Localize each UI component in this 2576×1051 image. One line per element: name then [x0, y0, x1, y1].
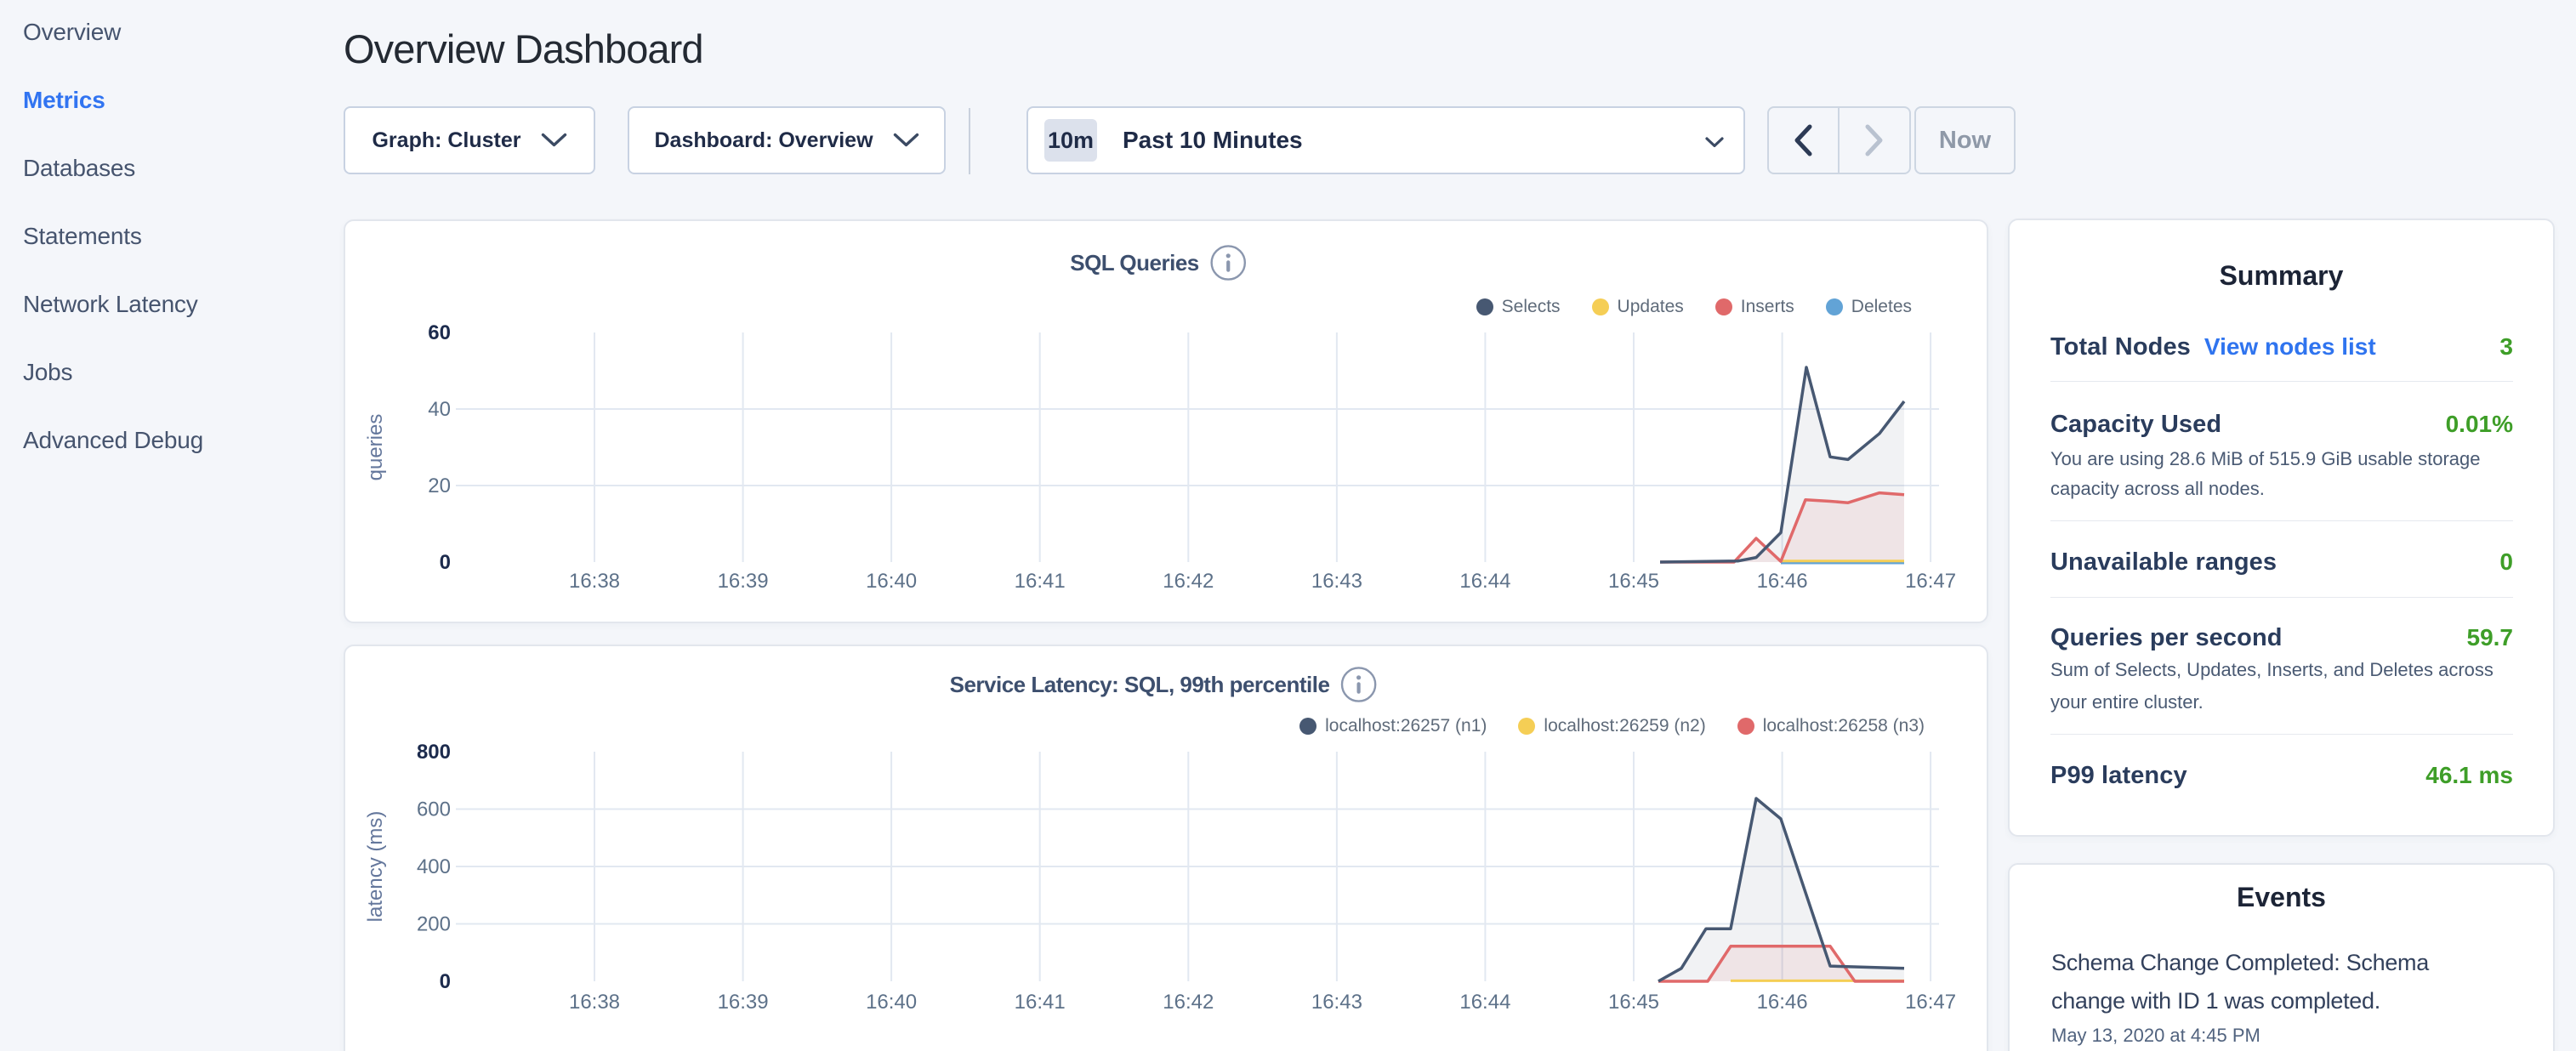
- svg-text:16:46: 16:46: [1757, 991, 1808, 1014]
- svg-text:16:42: 16:42: [1163, 991, 1214, 1014]
- svg-text:16:47: 16:47: [1905, 570, 1956, 593]
- svg-text:16:46: 16:46: [1757, 570, 1808, 593]
- svg-text:16:40: 16:40: [866, 570, 917, 593]
- svg-text:800: 800: [417, 741, 451, 764]
- svg-text:16:44: 16:44: [1459, 570, 1510, 593]
- svg-text:20: 20: [428, 474, 451, 497]
- svg-text:queries: queries: [364, 414, 387, 481]
- svg-text:16:42: 16:42: [1163, 570, 1214, 593]
- svg-text:16:39: 16:39: [718, 991, 769, 1014]
- svg-text:16:40: 16:40: [866, 991, 917, 1014]
- svg-text:400: 400: [417, 855, 451, 878]
- svg-text:16:41: 16:41: [1015, 570, 1066, 593]
- svg-text:16:44: 16:44: [1459, 991, 1510, 1014]
- svg-text:200: 200: [417, 913, 451, 936]
- svg-text:0: 0: [440, 970, 451, 993]
- svg-text:16:38: 16:38: [569, 991, 620, 1014]
- svg-text:40: 40: [428, 398, 451, 421]
- svg-text:16:39: 16:39: [718, 570, 769, 593]
- svg-text:16:47: 16:47: [1905, 991, 1956, 1014]
- svg-text:60: 60: [428, 321, 451, 344]
- svg-text:600: 600: [417, 798, 451, 821]
- svg-text:0: 0: [440, 551, 451, 574]
- svg-text:16:45: 16:45: [1608, 991, 1659, 1014]
- svg-text:latency (ms): latency (ms): [364, 811, 387, 923]
- svg-text:16:41: 16:41: [1015, 991, 1066, 1014]
- svg-text:16:43: 16:43: [1311, 570, 1362, 593]
- svg-text:16:45: 16:45: [1608, 570, 1659, 593]
- svg-text:16:43: 16:43: [1311, 991, 1362, 1014]
- svg-text:16:38: 16:38: [569, 570, 620, 593]
